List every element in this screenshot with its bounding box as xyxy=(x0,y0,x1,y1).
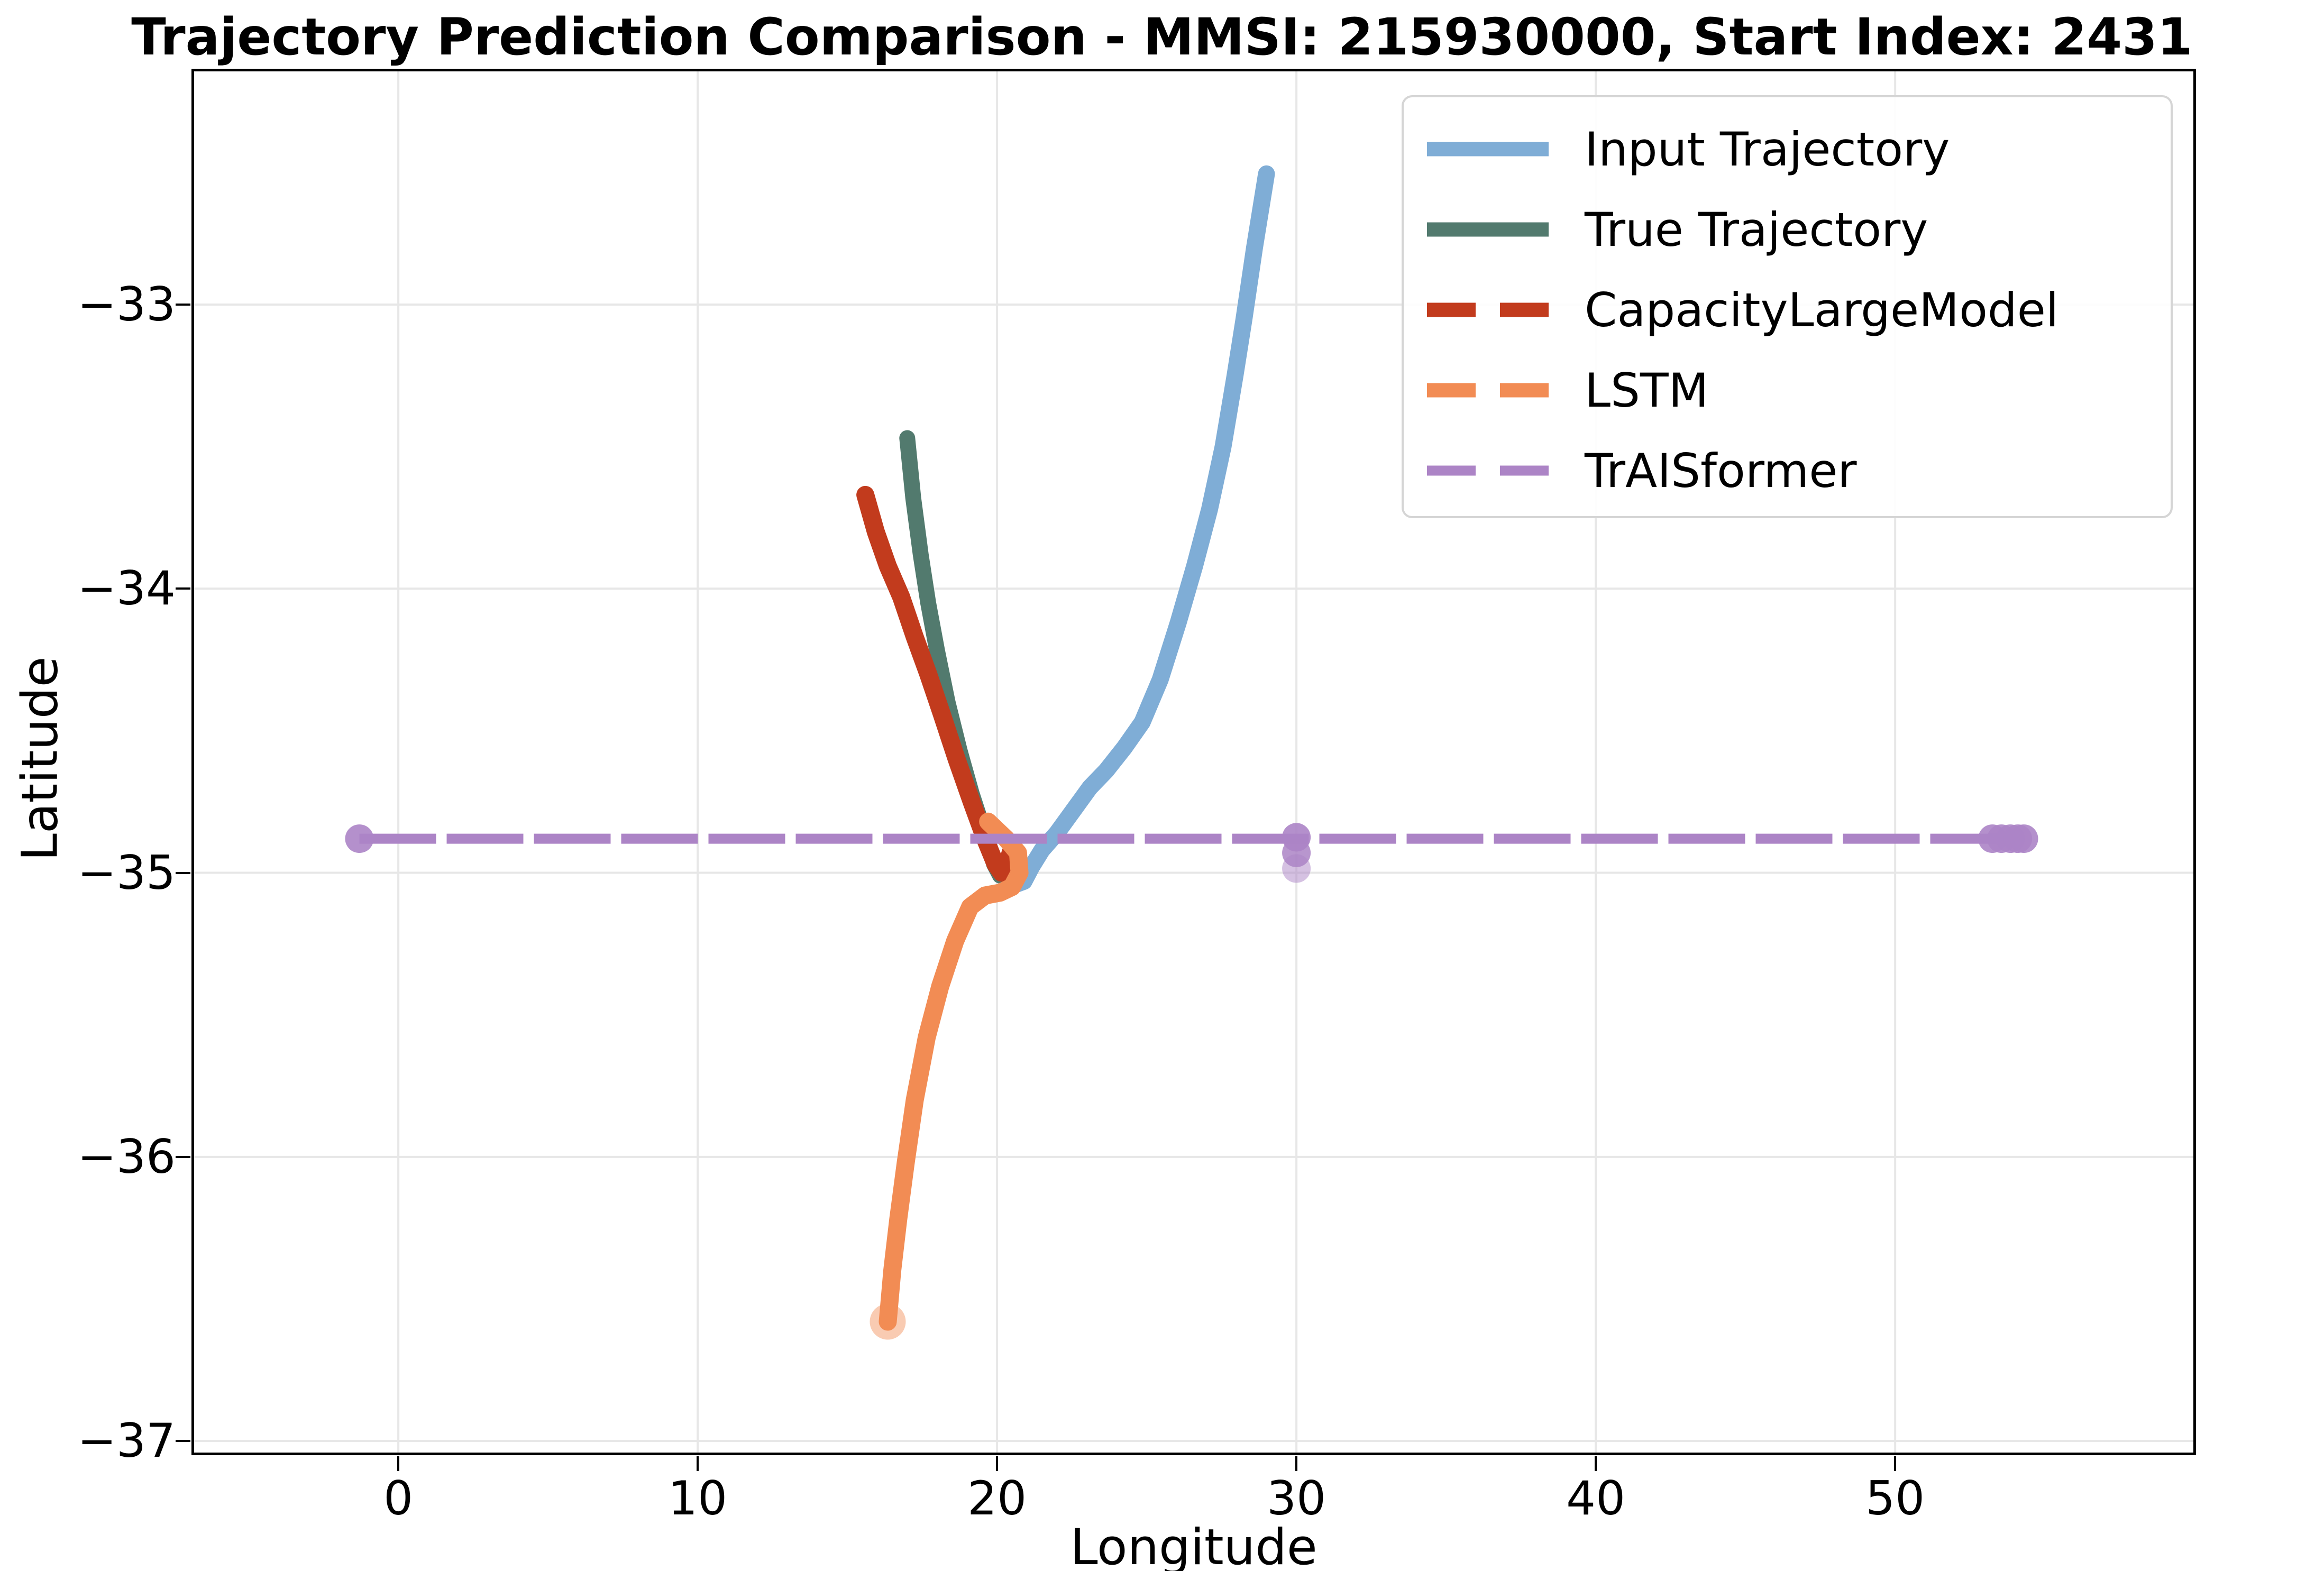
tick-mark xyxy=(176,1440,190,1443)
tick-mark xyxy=(176,871,190,874)
legend-item-label: Input Trajectory xyxy=(1585,122,1950,177)
y-tick-label: −33 xyxy=(77,277,176,332)
legend-box: Input Trajectory True Trajectory CapacityL… xyxy=(1402,95,2173,518)
legend-swatch-line-icon xyxy=(1427,302,1549,317)
series-line-input-trajectory xyxy=(1003,165,1275,893)
tick-mark xyxy=(176,303,190,306)
x-tick-label: 50 xyxy=(1865,1471,1925,1526)
tick-mark xyxy=(1894,1456,1897,1471)
legend-item-traisformer: TrAISformer xyxy=(1404,430,2171,511)
x-tick-label: 40 xyxy=(1566,1471,1626,1526)
series-end-marker-lstm xyxy=(870,1303,906,1340)
y-tick-label: −37 xyxy=(77,1413,176,1468)
tick-mark xyxy=(996,1456,999,1471)
legend-swatch-line-icon xyxy=(1427,142,1549,157)
x-tick-label: 20 xyxy=(967,1471,1027,1526)
legend-item-label: True Trajectory xyxy=(1585,202,1928,257)
data-point-dot-traisformer xyxy=(1282,854,1311,883)
tick-mark xyxy=(1295,1456,1298,1471)
series-line-capacitylargemodel xyxy=(856,485,1020,882)
tick-mark xyxy=(697,1456,699,1471)
legend-swatch-line-icon xyxy=(1427,465,1549,476)
tick-mark xyxy=(397,1456,400,1471)
data-point-dot-traisformer xyxy=(2009,824,2038,853)
y-tick-label: −36 xyxy=(77,1129,176,1184)
x-axis-label: Longitude xyxy=(1070,1519,1317,1571)
legend-item-capacitylargemodel: CapacityLargeModel xyxy=(1404,270,2171,350)
x-tick-label: 0 xyxy=(383,1471,414,1526)
x-tick-label: 10 xyxy=(668,1471,728,1526)
legend-item-label: CapacityLargeModel xyxy=(1585,282,2059,337)
legend-swatch-line-icon xyxy=(1427,383,1549,398)
y-tick-label: −35 xyxy=(77,845,176,900)
tick-mark xyxy=(176,1155,190,1158)
tick-mark xyxy=(176,587,190,590)
legend-item-true-trajectory: True Trajectory xyxy=(1404,189,2171,270)
y-tick-label: −34 xyxy=(77,561,176,616)
legend-item-label: LSTM xyxy=(1585,363,1709,418)
legend-item-input-trajectory: Input Trajectory xyxy=(1404,109,2171,189)
data-point-dot-traisformer xyxy=(345,824,374,853)
chart-title: Trajectory Prediction Comparison - MMSI:… xyxy=(131,7,2193,67)
legend-item-lstm: LSTM xyxy=(1404,350,2171,430)
tick-mark xyxy=(1595,1456,1597,1471)
series-line-lstm xyxy=(879,812,1029,1331)
x-tick-label: 30 xyxy=(1267,1471,1326,1526)
legend-swatch-line-icon xyxy=(1427,222,1549,237)
y-axis-label: Latitude xyxy=(11,656,69,861)
plot-spines xyxy=(191,69,2196,1455)
legend-item-label: TrAISformer xyxy=(1585,443,1857,498)
